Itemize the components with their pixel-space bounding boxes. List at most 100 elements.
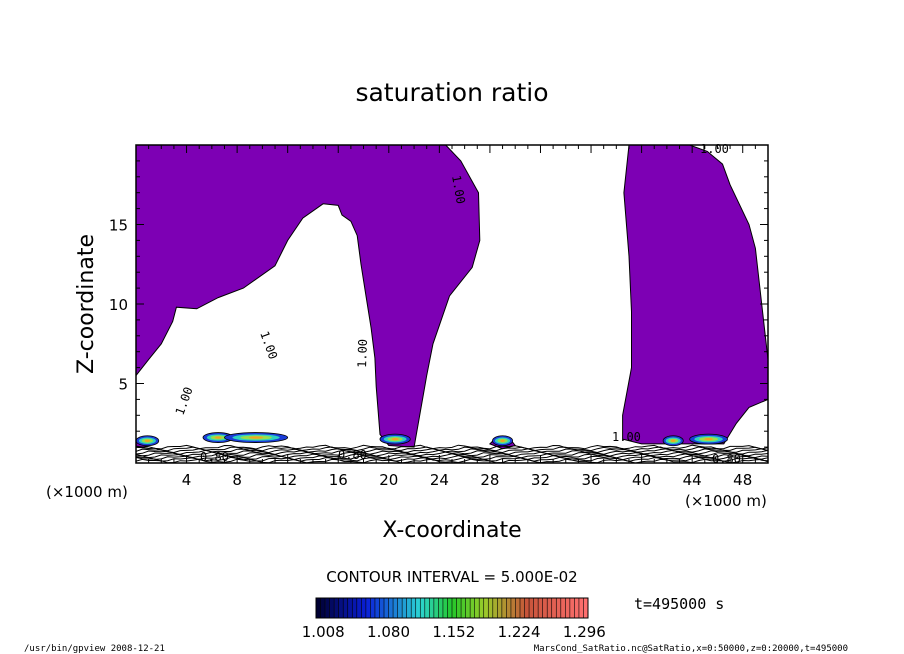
x-tick-label: 12 (278, 471, 297, 489)
colorbar-cell (578, 598, 584, 618)
colorbar-cell (429, 598, 434, 618)
colorbar-tick-label: 1.152 (432, 623, 475, 641)
colorbar-cell (501, 598, 507, 618)
colorbar-cell (456, 598, 462, 618)
saturation-region-right (622, 145, 768, 445)
y-tick-label: 10 (109, 296, 128, 314)
colorbar-cell (547, 598, 552, 618)
colorbar-cell (343, 598, 348, 618)
colorbar-cell (556, 598, 561, 618)
colorbar-cell (510, 598, 516, 618)
x-tick-label: 32 (531, 471, 550, 489)
x-tick-label: 48 (733, 471, 752, 489)
x-tick-label: 36 (581, 471, 600, 489)
y-axis: 5 10 15 (109, 144, 768, 464)
blob-core (144, 439, 150, 442)
colorbar-cell (442, 598, 448, 618)
colorbar (315, 598, 588, 618)
blob-core (500, 439, 505, 442)
colorbar-cell (497, 598, 502, 618)
contour-label: 1.00 (612, 430, 641, 444)
colorbar-ticks: 1.008 1.080 1.152 1.224 1.296 (302, 623, 606, 641)
colorbar-cell (347, 598, 353, 618)
colorbar-tick-label: 1.008 (302, 623, 345, 641)
x-unit-left: (×1000 m) (46, 483, 128, 501)
colorbar-cell (452, 598, 457, 618)
blob-core (670, 439, 676, 442)
x-tick-label: 8 (232, 471, 242, 489)
contour-label: 1.00 (355, 339, 370, 368)
colorbar-cell (397, 598, 403, 618)
colorbar-cell (538, 598, 543, 618)
colorbar-cell (356, 598, 362, 618)
colorbar-cell (365, 598, 371, 618)
y-tick-label: 15 (109, 217, 128, 235)
colorbar-cell (406, 598, 412, 618)
colorbar-cell (320, 598, 326, 618)
colorbar-cell (560, 598, 566, 618)
contour-label: 1.00 (257, 329, 280, 361)
blob-core (249, 436, 264, 439)
colorbar-cell (384, 598, 389, 618)
colorbar-cell (461, 598, 466, 618)
colorbar-cell (533, 598, 539, 618)
colorbar-cell (465, 598, 471, 618)
x-tick-label: 24 (430, 471, 449, 489)
colorbar-cell (569, 598, 575, 618)
footer-left: /usr/bin/gpview 2008-12-21 (24, 644, 165, 654)
blob-core (391, 437, 399, 441)
colorbar-cell (415, 598, 421, 618)
y-tick-label: 5 (118, 376, 128, 394)
colorbar-cell (447, 598, 452, 618)
colorbar-cell (479, 598, 484, 618)
colorbar-tick-label: 1.224 (498, 623, 541, 641)
colorbar-cell (474, 598, 480, 618)
x-axis: 4 8 12 16 20 24 28 32 36 40 44 48 (135, 145, 769, 489)
contour-label: 1.00 (449, 174, 468, 205)
contour-label: 0.80 (338, 448, 367, 462)
colorbar-cell (402, 598, 407, 618)
x-tick-label: 4 (182, 471, 192, 489)
colorbar-cell (370, 598, 375, 618)
colorbar-cell (325, 598, 330, 618)
surface-contour-line (136, 451, 768, 457)
colorbar-cell (529, 598, 534, 618)
colorbar-cell (542, 598, 548, 618)
x-tick-label: 28 (480, 471, 499, 489)
surface-contour-line (136, 449, 768, 455)
plot-area (136, 145, 768, 463)
contour-label: 0.80 (200, 450, 229, 464)
colorbar-tick-label: 1.080 (367, 623, 410, 641)
colorbar-cell (329, 598, 335, 618)
colorbar-cell (393, 598, 398, 618)
colorbar-cell (334, 598, 339, 618)
colorbar-cell (574, 598, 579, 618)
chart-title: saturation ratio (355, 78, 548, 107)
contour-label: 1.00 (173, 385, 196, 417)
footer-right: MarsCond_SatRatio.nc@SatRatio,x=0:50000,… (534, 644, 848, 654)
colorbar-cell (515, 598, 520, 618)
colorbar-cell (352, 598, 357, 618)
colorbar-cell (438, 598, 443, 618)
colorbar-cell (551, 598, 557, 618)
surface-contour-line (136, 444, 768, 450)
high-value-blobs (136, 432, 728, 447)
colorbar-cell (583, 598, 588, 618)
contour-interval: CONTOUR INTERVAL = 5.000E-02 (326, 568, 577, 586)
blob-core (214, 436, 222, 439)
colorbar-cell (483, 598, 489, 618)
surface-contour-line (136, 455, 768, 461)
colorbar-cell (424, 598, 430, 618)
x-unit-right: (×1000 m) (685, 492, 767, 510)
colorbar-cell (524, 598, 530, 618)
x-tick-label: 20 (379, 471, 398, 489)
colorbar-cell (433, 598, 439, 618)
colorbar-cell (520, 598, 525, 618)
colorbar-cell (361, 598, 366, 618)
x-tick-label: 40 (632, 471, 651, 489)
colorbar-frame (315, 597, 589, 619)
colorbar-cell (420, 598, 425, 618)
x-tick-label: 44 (683, 471, 702, 489)
colorbar-cell (411, 598, 416, 618)
